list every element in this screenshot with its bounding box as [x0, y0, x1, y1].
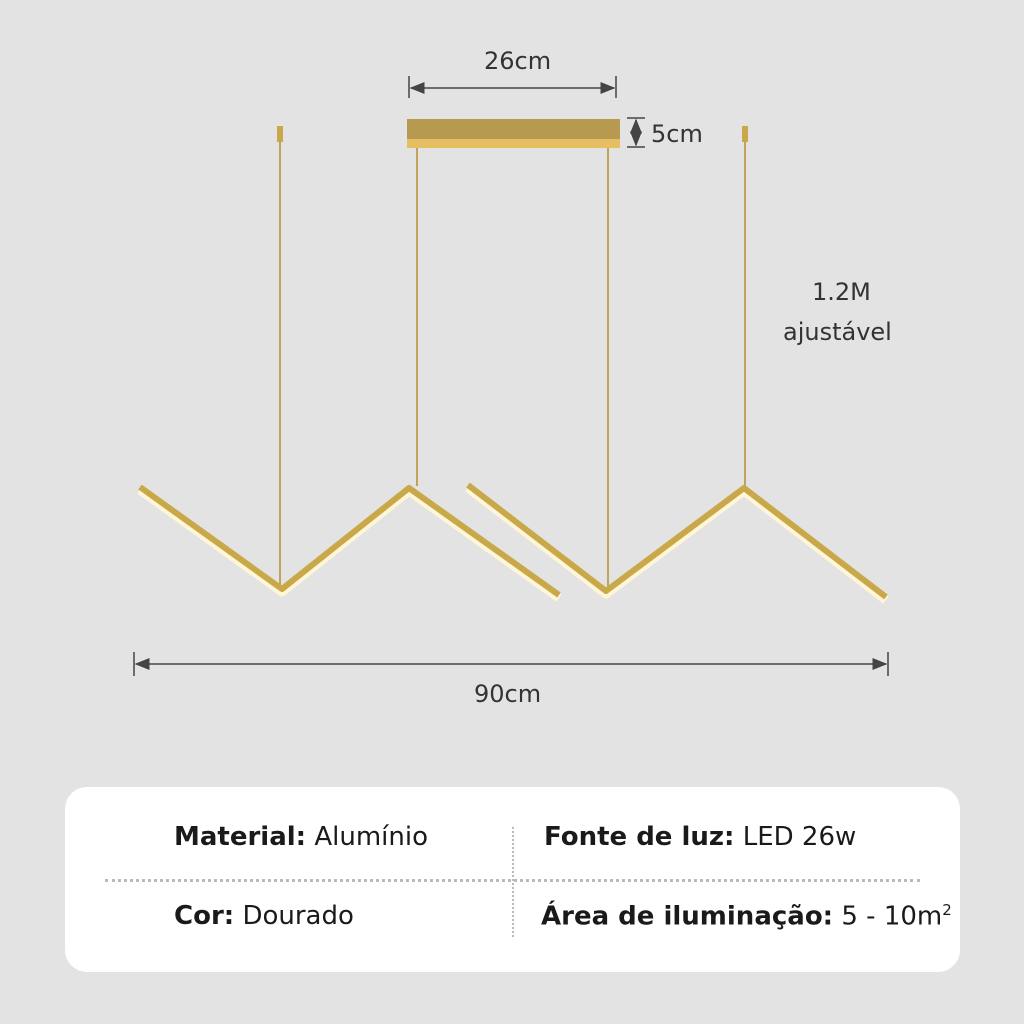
canopy-height-label: 5cm [651, 120, 703, 148]
cable-grip-right [742, 126, 748, 142]
cable-length-label: 1.2M [812, 278, 871, 306]
canopy-height-arrow [627, 117, 645, 148]
suspension-cables [279, 140, 746, 588]
canopy-width-label: 26cm [484, 47, 552, 75]
total-width-arrow [133, 652, 889, 676]
lamp-right [465, 482, 889, 604]
spec-material: Material: Alumínio [174, 822, 428, 852]
lamp-left [137, 484, 562, 602]
vertical-divider [512, 827, 514, 937]
spec-color: Cor: Dourado [174, 901, 354, 931]
cable-grip-left [277, 126, 283, 142]
canopy [407, 119, 620, 148]
spec-area: Área de iluminação: 5 - 10m2 [541, 901, 952, 932]
total-width-label: 90cm [474, 680, 542, 708]
canopy-width-arrow [408, 76, 617, 98]
spec-light-source: Fonte de luz: LED 26w [544, 822, 857, 852]
spec-card: Material: Alumínio Fonte de luz: LED 26w… [65, 787, 960, 972]
cable-adjustable-label: ajustável [783, 318, 892, 346]
